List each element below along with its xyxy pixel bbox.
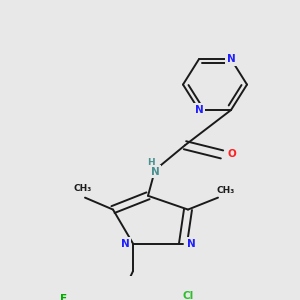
Text: Cl: Cl [182,291,194,300]
Text: CH₃: CH₃ [74,184,92,193]
Text: N: N [187,238,195,249]
Text: N: N [226,54,236,64]
Text: N: N [151,167,159,177]
Text: N: N [121,238,129,249]
Text: H: H [147,158,155,167]
Text: N: N [195,105,203,115]
Text: CH₃: CH₃ [217,186,235,195]
Text: F: F [61,294,68,300]
Text: O: O [228,149,236,159]
